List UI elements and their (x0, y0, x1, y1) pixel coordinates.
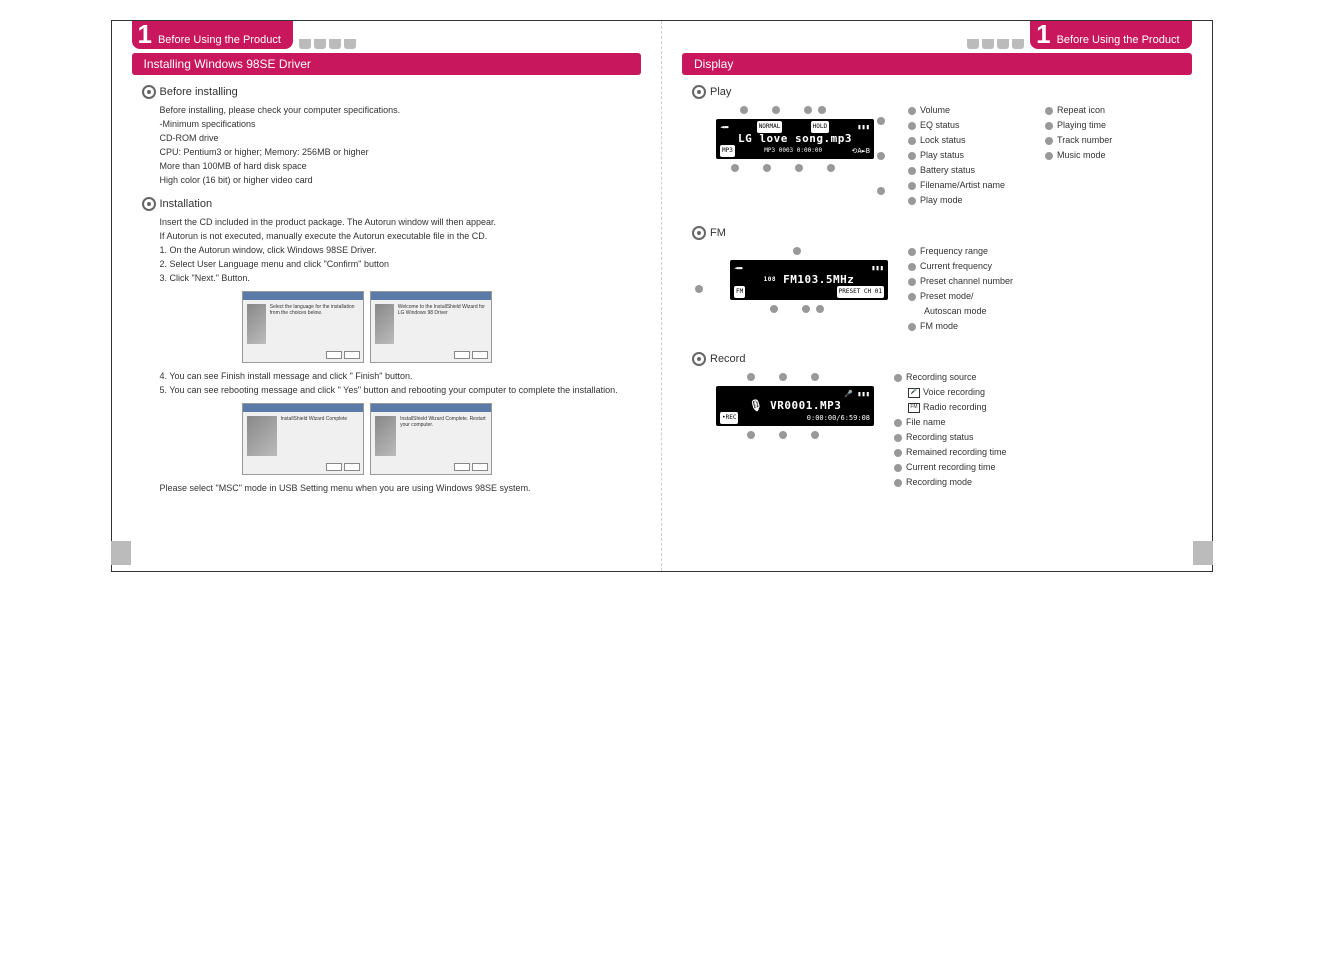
left-page: 1 Before Using the Product Installing Wi… (112, 21, 663, 571)
fm-legend: Frequency range Current frequency Preset… (908, 244, 1013, 334)
bullet-icon (142, 85, 156, 99)
installer-screens-2: InstallShield Wizard Complete InstallShi… (242, 403, 632, 475)
tab-stubs-right (967, 39, 1024, 49)
installation-heading: Installation (142, 197, 632, 211)
bullet-icon (692, 352, 706, 366)
fm-badge-icon: FM (908, 403, 920, 413)
fm-lcd: ◄▬▮▮▮ 108 FM103.5MHz FM PRESET CH 01 (730, 260, 888, 300)
record-diagram: 🎤 ▮▮▮ 🎙 VR0001.MP3 •REC 0:00:00/6:59:08 … (692, 370, 1182, 490)
before-installing-heading: Before installing (142, 85, 632, 99)
play-lcd: ◄▬ NORMAL HOLD ▮▮▮ LG love song.mp3 MP3 … (716, 119, 874, 159)
chapter-title: Before Using the Product (158, 34, 281, 46)
installation-body-1: Insert the CD included in the product pa… (160, 215, 632, 285)
record-lcd: 🎤 ▮▮▮ 🎙 VR0001.MP3 •REC 0:00:00/6:59:08 (716, 386, 874, 426)
play-heading: Play (692, 85, 1182, 99)
before-installing-body: Before installing, please check your com… (160, 103, 632, 187)
record-heading: Record (692, 352, 1182, 366)
play-legend-left: Volume EQ status Lock status Play status… (908, 103, 1005, 208)
chapter-title: Before Using the Product (1057, 34, 1180, 46)
installer-reboot-dialog: InstallShield Wizard Complete. Restart y… (370, 403, 492, 475)
chapter-tab-right: 1 Before Using the Product (1030, 21, 1191, 49)
bullet-icon (692, 226, 706, 240)
tab-stubs (299, 39, 356, 49)
mic-icon: 🎤 (908, 388, 920, 398)
thumb-tab-right (1193, 541, 1213, 565)
manual-spread: 1 Before Using the Product Installing Wi… (111, 20, 1213, 572)
installer-lang-dialog: Select the language for the installation… (242, 291, 364, 363)
install-footnote: Please select "MSC" mode in USB Setting … (160, 481, 632, 495)
chapter-tab-left: 1 Before Using the Product (132, 21, 293, 49)
installation-body-2: 4. You can see Finish install message an… (160, 369, 632, 397)
fm-diagram: ◄▬▮▮▮ 108 FM103.5MHz FM PRESET CH 01 (692, 244, 1182, 334)
chapter-number: 1 (138, 21, 152, 47)
installer-welcome-dialog: Welcome to the InstallShield Wizard for … (370, 291, 492, 363)
bullet-icon (692, 85, 706, 99)
section-title-left: Installing Windows 98SE Driver (132, 53, 642, 75)
section-title-right: Display (682, 53, 1192, 75)
play-diagram: ◄▬ NORMAL HOLD ▮▮▮ LG love song.mp3 MP3 … (692, 103, 1182, 208)
installer-screens-1: Select the language for the installation… (242, 291, 632, 363)
installer-finish-dialog: InstallShield Wizard Complete (242, 403, 364, 475)
bullet-icon (142, 197, 156, 211)
fm-heading: FM (692, 226, 1182, 240)
play-legend-right: Repeat icon Playing time Track number Mu… (1045, 103, 1112, 208)
thumb-tab-left (111, 541, 131, 565)
record-legend: Recording source 🎤Voice recording FMRadi… (894, 370, 1007, 490)
right-page: 1 Before Using the Product Display Play (662, 21, 1212, 571)
chapter-number: 1 (1036, 21, 1050, 47)
